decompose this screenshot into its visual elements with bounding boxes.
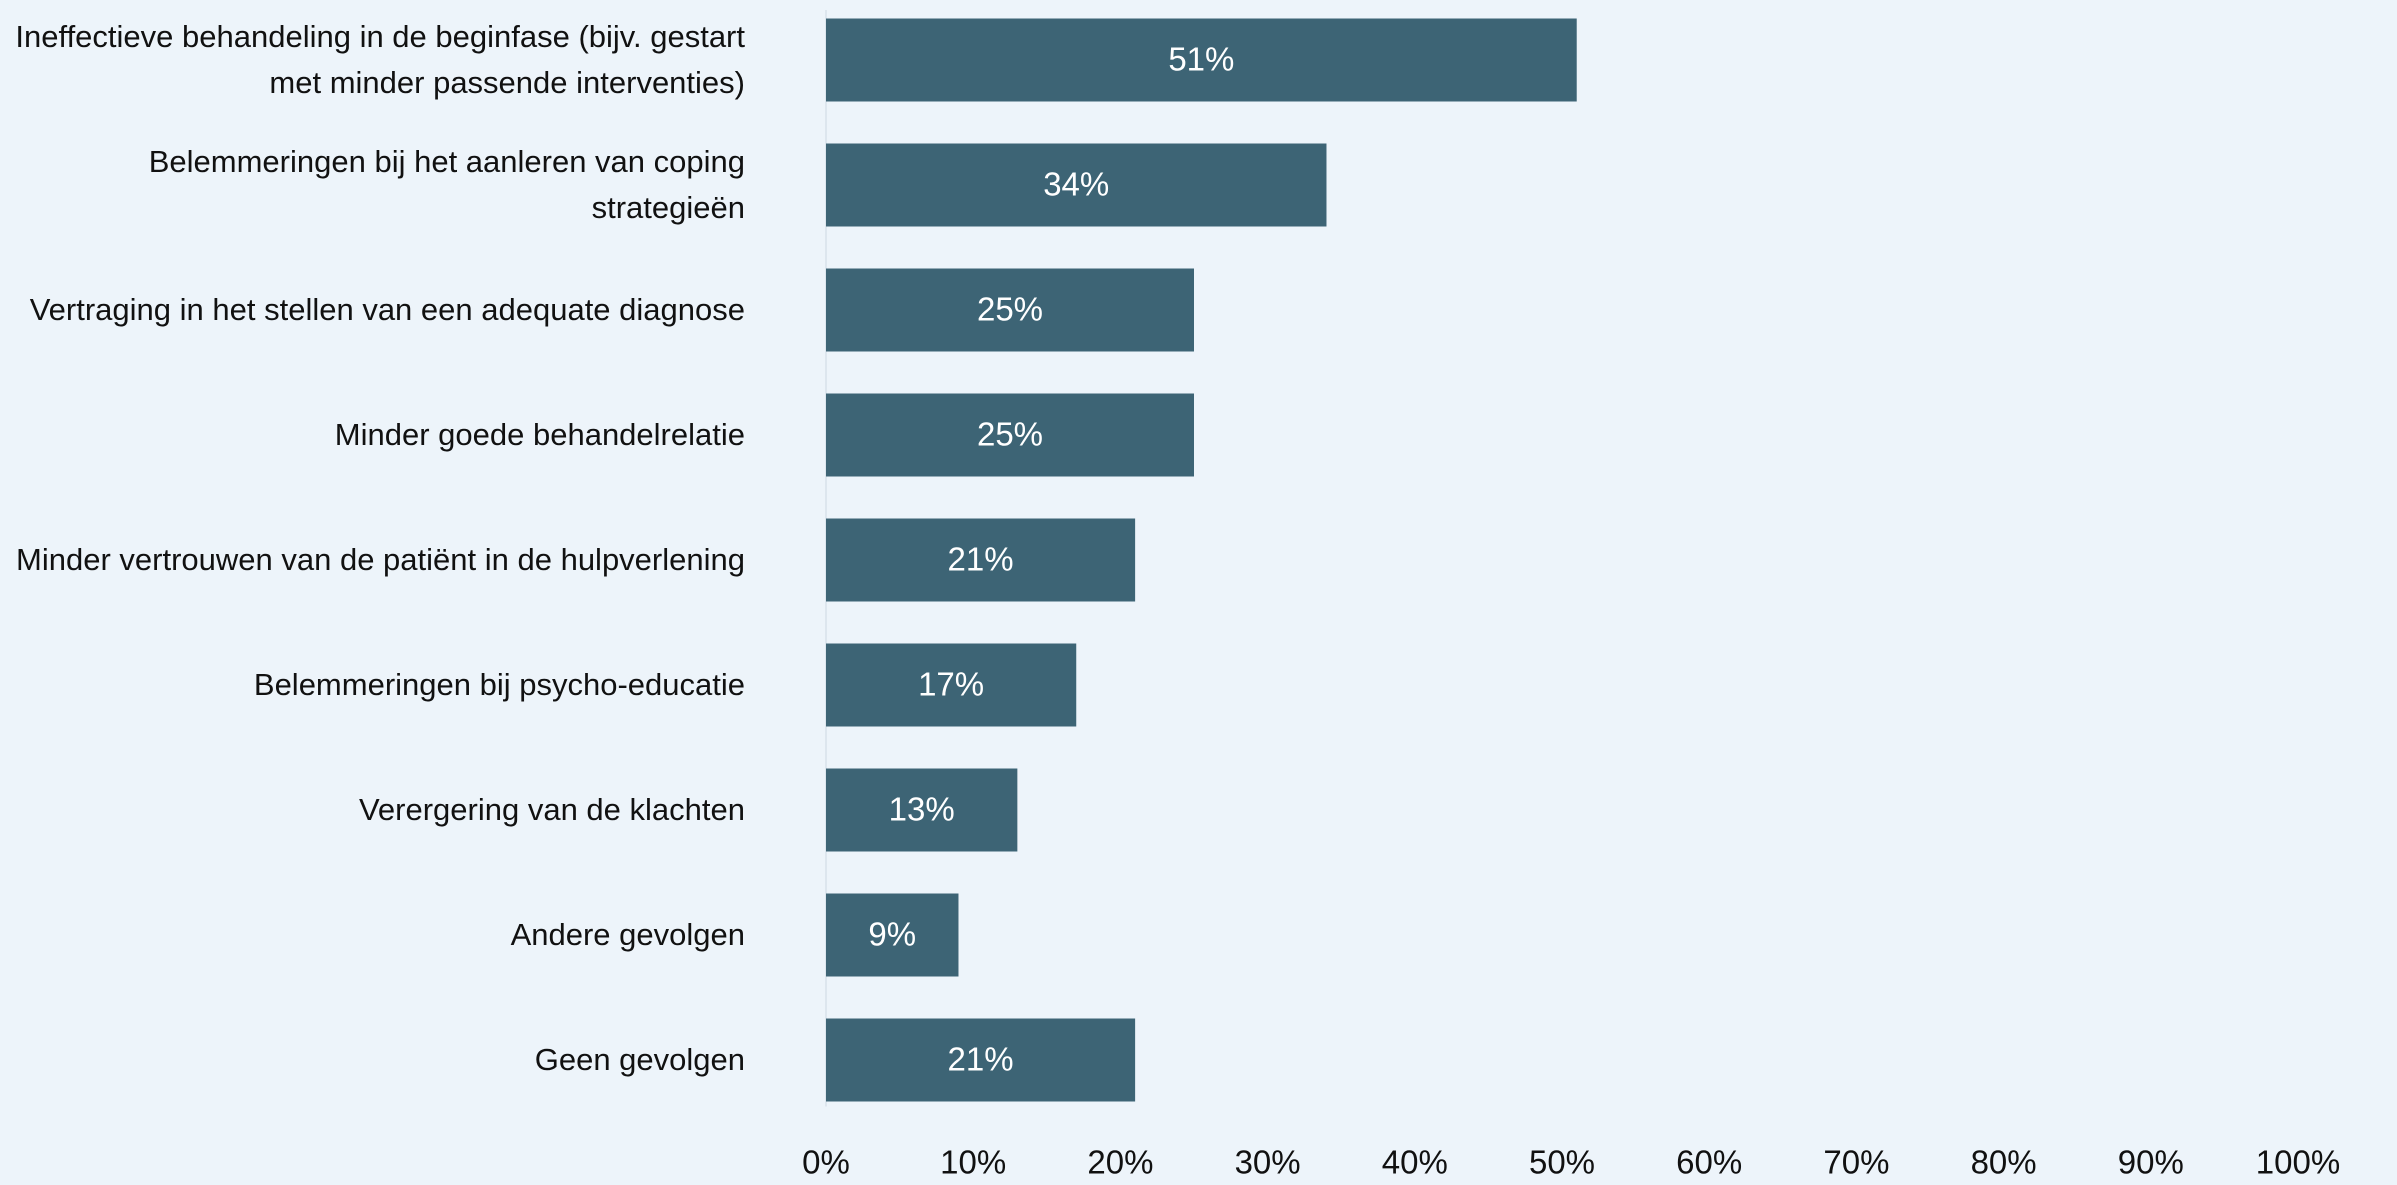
x-tick-label: 90% [2118,1144,2184,1181]
x-tick-label: 20% [1087,1144,1153,1181]
x-tick-label: 100% [2256,1144,2340,1181]
category-label: Minder vertrouwen van de patiënt in de h… [16,542,745,577]
value-label: 21% [948,1041,1014,1078]
category-label: Ineffectieve behandeling in de beginfase… [15,19,745,100]
category-label: Belemmeringen bij het aanleren van copin… [148,144,745,225]
x-tick-label: 60% [1676,1144,1742,1181]
bar [826,268,1194,352]
bar [826,143,1327,227]
value-label: 9% [868,916,916,953]
value-label: 13% [889,791,955,828]
value-label: 25% [977,291,1043,328]
bar [826,768,1018,852]
value-label: 21% [948,541,1014,578]
category-label: Andere gevolgen [510,917,745,952]
x-tick-label: 40% [1382,1144,1448,1181]
x-tick-label: 10% [940,1144,1006,1181]
bar [826,1018,1136,1102]
category-label: Minder goede behandelrelatie [334,417,745,452]
category-label: Geen gevolgen [534,1042,745,1077]
bar [826,643,1077,727]
bar [826,518,1136,602]
x-tick-label: 70% [1823,1144,1889,1181]
category-label: Verergering van de klachten [358,792,745,827]
category-label: Belemmeringen bij psycho-educatie [253,667,745,702]
bar [826,393,1194,477]
bar [826,893,959,977]
bar [826,18,1577,102]
x-tick-label: 50% [1529,1144,1595,1181]
x-tick-label: 30% [1235,1144,1301,1181]
x-tick-label: 80% [1971,1144,2037,1181]
value-label: 34% [1043,166,1109,203]
value-label: 51% [1168,41,1234,78]
value-label: 25% [977,416,1043,453]
value-label: 17% [918,666,984,703]
category-label: Vertraging in het stellen van een adequa… [29,292,745,327]
x-tick-label: 0% [802,1144,850,1181]
